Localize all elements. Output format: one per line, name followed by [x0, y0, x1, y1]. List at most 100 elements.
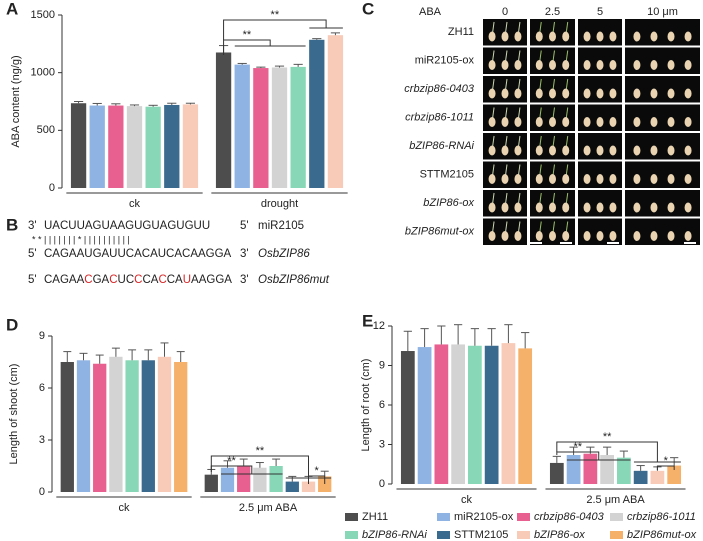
y-tick-label: 1500	[31, 9, 55, 21]
bracket	[223, 39, 271, 55]
seed	[583, 145, 591, 156]
seed	[562, 231, 570, 242]
seed	[667, 145, 675, 156]
photo-row-label: bZIP86mut-ox	[405, 226, 475, 238]
x-tick-label: ck	[119, 502, 131, 514]
seed	[684, 88, 692, 99]
seq-end: 5'	[28, 248, 37, 260]
seed	[684, 60, 692, 71]
legend-swatch	[517, 513, 530, 521]
bar	[164, 104, 180, 188]
seq-segment: CAGAA	[44, 274, 85, 286]
bar	[667, 465, 682, 484]
photo-column-label: 10 μm	[647, 6, 678, 18]
x-tick-label: ck	[129, 198, 141, 210]
x-tick-label: drought	[261, 198, 298, 210]
seed	[583, 174, 591, 185]
significance: **	[256, 445, 265, 457]
bar	[417, 347, 432, 484]
seed	[684, 202, 692, 213]
y-tick-label: 0	[379, 478, 385, 490]
seed	[562, 60, 570, 71]
seq-segment: C	[109, 274, 117, 286]
seed	[549, 117, 556, 128]
seed	[596, 202, 604, 213]
seed	[667, 202, 675, 213]
seq-name: OsbZIP86mut	[258, 274, 330, 286]
y-axis-label: ABA content (ng/g)	[10, 55, 22, 147]
seed	[514, 31, 522, 42]
seed	[609, 117, 617, 128]
seed	[609, 145, 617, 156]
bar	[60, 362, 74, 492]
seed	[650, 31, 658, 42]
seed	[549, 88, 556, 99]
y-tick-label: 3	[379, 438, 385, 450]
bracket	[210, 455, 309, 478]
seed	[650, 145, 658, 156]
seed	[633, 88, 641, 99]
seed	[562, 145, 570, 156]
seed	[650, 202, 658, 213]
bar	[484, 345, 499, 484]
bar	[290, 66, 306, 188]
y-tick-label: 500	[37, 124, 55, 136]
bar	[301, 481, 316, 492]
legend-label: STTM2105	[454, 529, 508, 541]
legend-swatch	[610, 513, 623, 521]
bar	[566, 455, 581, 484]
seq-end: 3'	[240, 274, 249, 286]
seq-segment: C	[158, 274, 166, 286]
bracket	[556, 451, 600, 460]
legend-swatch	[610, 531, 623, 539]
seed	[535, 88, 543, 99]
seed	[501, 145, 509, 156]
pairing: * * | | | | | | | * | | | | | | | | | |	[32, 234, 130, 244]
seed	[650, 60, 658, 71]
seed	[514, 88, 522, 99]
seed	[488, 231, 496, 242]
seed	[684, 31, 692, 42]
seed	[633, 174, 641, 185]
bracket	[223, 19, 327, 40]
bar	[215, 52, 232, 188]
seed	[535, 174, 543, 185]
legend-swatch	[437, 531, 450, 539]
seed	[488, 31, 496, 42]
seed	[609, 88, 617, 99]
photo-row-label: STTM2105	[420, 169, 474, 181]
y-tick-label: 9	[379, 359, 385, 371]
bar	[182, 104, 199, 188]
bar	[583, 453, 598, 484]
seq-end: 5'	[240, 220, 249, 232]
legend-swatch	[345, 513, 358, 521]
seed	[501, 117, 509, 128]
y-axis-label: Length of shoot (cm)	[8, 364, 20, 465]
panel-label: A	[6, 0, 18, 18]
legend-label: bZIP86-ox	[534, 529, 585, 541]
seed	[583, 88, 591, 99]
seq-segment: AAGGA	[191, 274, 232, 286]
seed	[562, 117, 570, 128]
seed	[650, 231, 658, 242]
bar	[400, 351, 415, 484]
seed	[596, 145, 604, 156]
seed	[562, 88, 570, 99]
mirna-seq: UACUUAGUAAGUGUAGUGUU	[44, 220, 210, 232]
seed	[514, 231, 522, 242]
y-tick-label: 6	[39, 382, 45, 394]
bar	[157, 356, 172, 492]
bar	[126, 106, 143, 188]
y-tick-label: 12	[373, 320, 385, 332]
seed	[488, 174, 496, 185]
seed	[501, 231, 509, 242]
seed	[501, 202, 509, 213]
legend-label: crbzip86-0403	[534, 511, 605, 523]
panel-label: D	[6, 315, 18, 334]
bar	[93, 363, 107, 492]
seed	[596, 117, 604, 128]
seed	[596, 174, 604, 185]
y-tick-label: 3	[39, 434, 45, 446]
bar	[600, 455, 614, 484]
